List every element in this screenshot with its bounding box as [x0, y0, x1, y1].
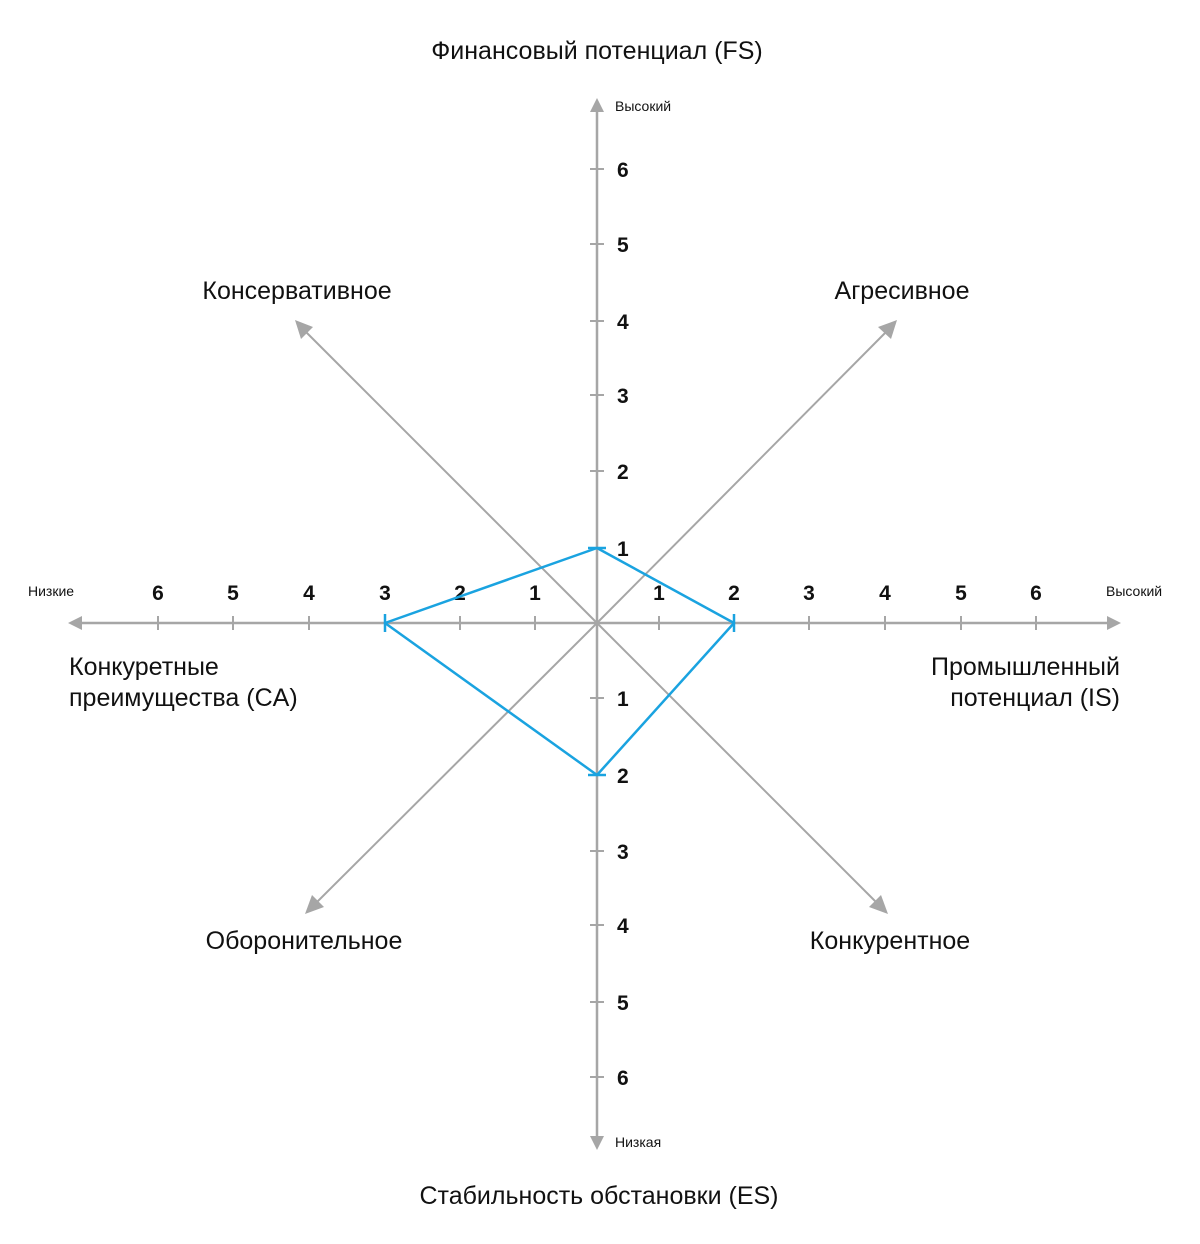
is-axis-title-line1: Промышленный: [931, 653, 1120, 681]
fs-tick-label-2: 2: [617, 461, 629, 484]
diagonal-to-competitive: [596, 622, 881, 907]
arrowhead-aggressive: [878, 320, 897, 339]
is-axis-arrowhead: [1107, 616, 1121, 630]
ca-axis-title-line2: преимущества (CA): [69, 684, 298, 712]
axis-tick-labels: 1 2 3 4 5 6 1 2 3 4 5 6 1 2 3 4 5 6 1 2 3 4 5 6: [152, 159, 1042, 1090]
ca-axis-title-line1: Конкуретные: [69, 653, 219, 681]
ca-tick-label-6: 6: [152, 582, 164, 605]
fs-end-label: Высокий: [615, 98, 671, 114]
fs-tick-label-3: 3: [617, 385, 629, 408]
diagonal-to-aggressive: [596, 328, 890, 624]
is-tick-label-5: 5: [955, 582, 967, 605]
ca-tick-label-5: 5: [227, 582, 239, 605]
quadrant-conservative-label: Консервативное: [202, 277, 391, 305]
quadrant-aggressive-label: Агресивное: [835, 277, 970, 305]
quadrant-diagonals: [295, 320, 897, 914]
arrowhead-defensive: [305, 895, 324, 914]
arrowhead-conservative: [295, 320, 313, 339]
is-end-label: Высокий: [1106, 583, 1162, 599]
ca-tick-label-3: 3: [379, 582, 391, 605]
fs-tick-label-5: 5: [617, 234, 629, 257]
es-tick-label-2: 2: [617, 765, 629, 788]
ca-tick-label-4: 4: [303, 582, 315, 605]
is-tick-label-2: 2: [728, 582, 740, 605]
arrowhead-competitive: [869, 895, 888, 914]
position-profile: [383, 546, 736, 777]
diagonal-to-conservative: [302, 328, 598, 624]
es-axis-title: Стабильность обстановки (ES): [419, 1182, 778, 1210]
es-tick-label-4: 4: [617, 915, 629, 938]
is-tick-label-6: 6: [1030, 582, 1042, 605]
es-axis-arrowhead: [590, 1136, 604, 1150]
is-tick-label-4: 4: [879, 582, 891, 605]
main-axes: [68, 98, 1121, 1150]
ca-end-label: Низкие: [28, 583, 74, 599]
is-tick-label-3: 3: [803, 582, 815, 605]
ca-tick-label-1: 1: [529, 582, 541, 605]
diagonal-to-defensive: [312, 622, 598, 907]
fs-tick-label-1: 1: [617, 538, 629, 561]
ca-tick-label-2: 2: [454, 582, 466, 605]
es-tick-label-6: 6: [617, 1067, 629, 1090]
is-tick-label-1: 1: [653, 582, 665, 605]
es-tick-label-3: 3: [617, 841, 629, 864]
fs-tick-label-4: 4: [617, 311, 629, 334]
ca-axis-arrowhead: [68, 616, 82, 630]
es-tick-label-5: 5: [617, 992, 629, 1015]
quadrant-defensive-label: Оборонительное: [206, 927, 403, 955]
es-tick-label-1: 1: [617, 688, 629, 711]
fs-tick-label-6: 6: [617, 159, 629, 182]
fs-axis-title: Финансовый потенциал (FS): [431, 37, 762, 65]
quadrant-competitive-label: Конкурентное: [810, 927, 970, 955]
es-end-label: Низкая: [615, 1134, 661, 1150]
fs-axis-arrowhead: [590, 98, 604, 112]
is-axis-title-line2: потенциал (IS): [950, 684, 1120, 712]
